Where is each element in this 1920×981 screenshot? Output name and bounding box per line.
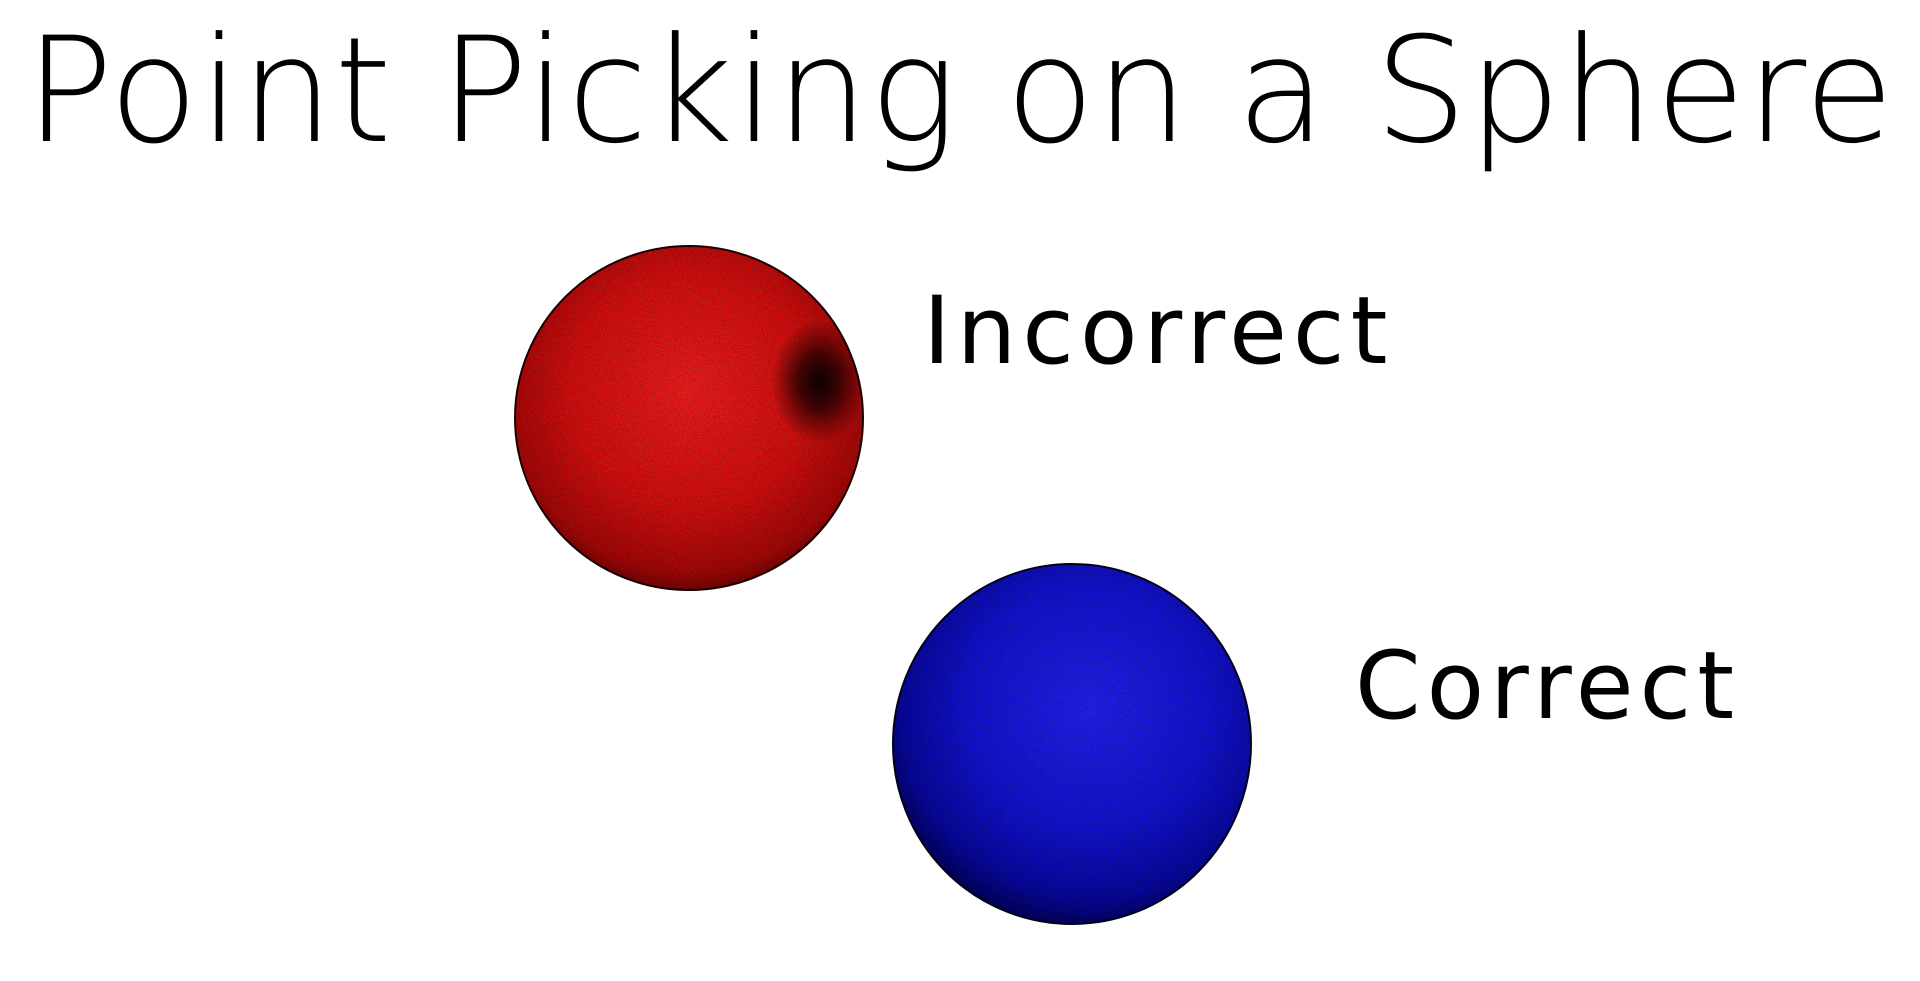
- incorrect-sphere-noise: [515, 246, 863, 590]
- incorrect-label: Incorrect: [923, 277, 1394, 386]
- correct-sphere-noise: [893, 564, 1251, 924]
- incorrect-sphere: [514, 245, 864, 591]
- correct-sphere: [892, 563, 1252, 925]
- incorrect-sphere-pole-cluster: [771, 320, 863, 444]
- correct-label: Correct: [1355, 632, 1741, 741]
- figure-title: Point Picking on a Sphere: [25, 6, 1895, 176]
